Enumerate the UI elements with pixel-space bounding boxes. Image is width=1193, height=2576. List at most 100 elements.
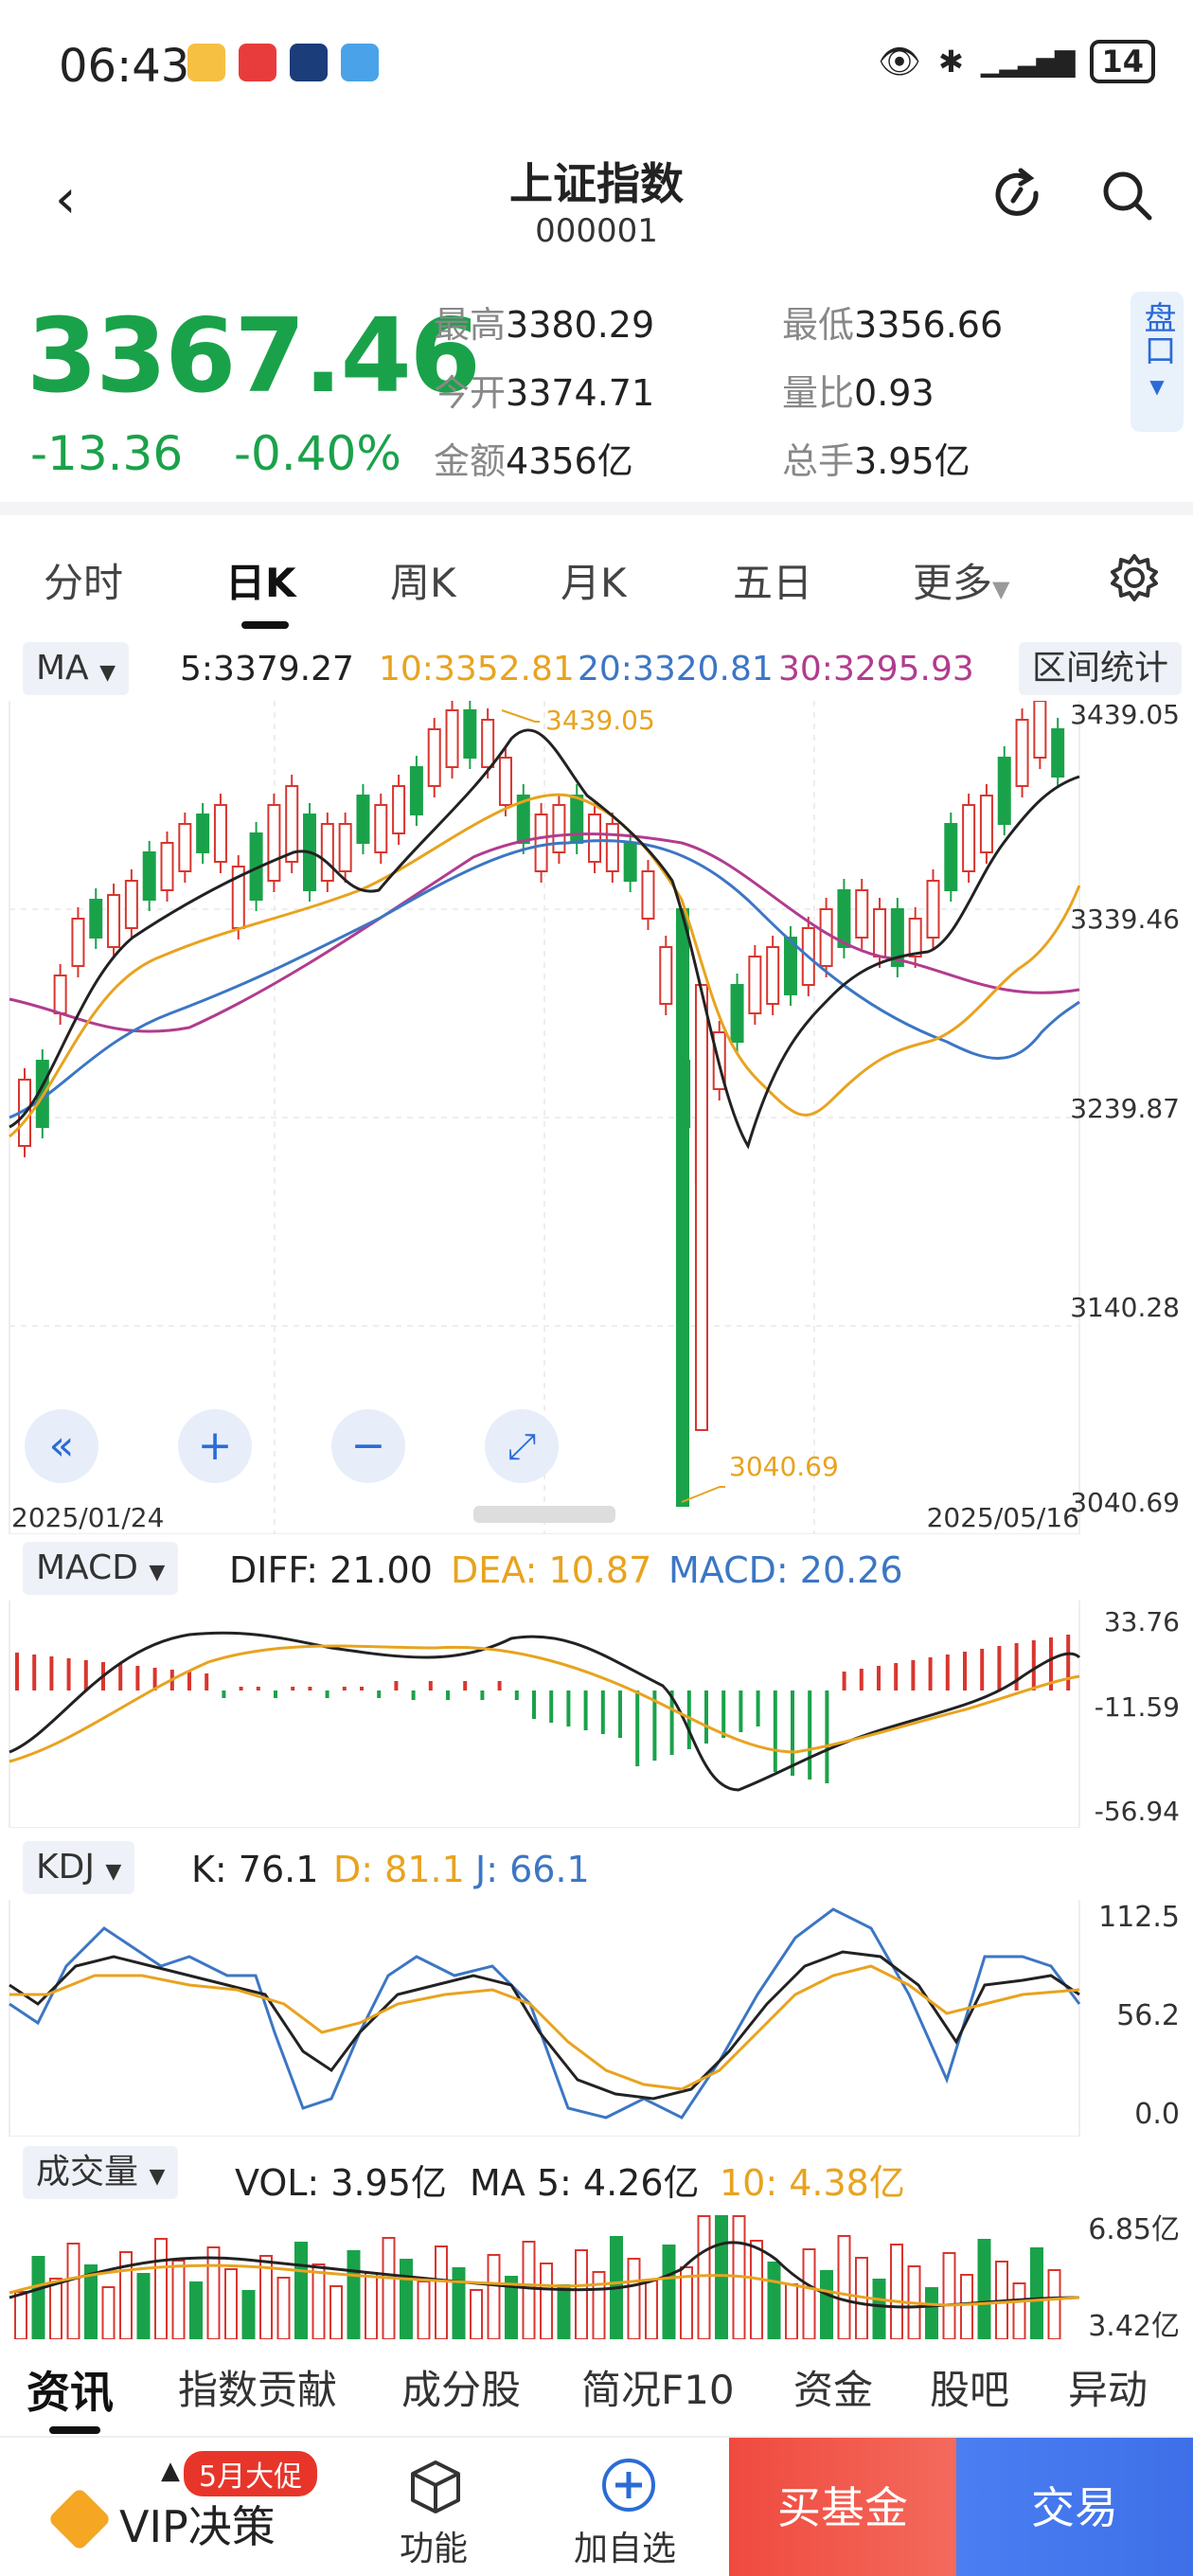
- header: ‹ 上证指数 000001: [0, 142, 1193, 256]
- tab-month-k[interactable]: 月K: [561, 560, 627, 606]
- macd-bar: [325, 1690, 329, 1698]
- candle: [445, 709, 459, 768]
- volume-chart[interactable]: 6.85亿 3.42亿: [0, 2203, 1193, 2339]
- candle: [783, 937, 797, 995]
- macd-bar: [669, 1690, 674, 1755]
- macd-bar: [825, 1690, 829, 1783]
- y-tick-label: 3.42亿: [1088, 2310, 1180, 2339]
- volume-bar: [820, 2270, 833, 2339]
- battery-icon: 14: [1090, 40, 1155, 83]
- candle: [124, 880, 138, 929]
- macd-bar: [928, 1657, 933, 1690]
- macd-bar: [894, 1663, 899, 1690]
- tab-news[interactable]: 资讯: [27, 2367, 114, 2418]
- macd-chart[interactable]: 33.76 -11.59 -56.94: [0, 1601, 1193, 1828]
- candle: [142, 851, 156, 901]
- kdj-select[interactable]: KDJ ▼: [23, 1841, 135, 1894]
- macd-bar: [497, 1681, 502, 1690]
- active-tab-indicator: [241, 621, 289, 629]
- tab-more[interactable]: 更多▼: [913, 551, 1009, 609]
- zoom-out-button[interactable]: −: [331, 1409, 405, 1483]
- buy-fund-button[interactable]: 买基金: [729, 2438, 956, 2576]
- zoom-in-button[interactable]: +: [178, 1409, 252, 1483]
- vol-ma10: 10: 4.38亿: [720, 2162, 905, 2204]
- volume-bar: 成交量 ▼ VOL: 3.95亿 MA 5: 4.26亿 10: 4.38亿: [0, 2146, 1193, 2204]
- candle: [552, 804, 566, 853]
- high-mark-label: 3439.05: [545, 705, 655, 736]
- y-tick-label: 6.85亿: [1088, 2213, 1180, 2246]
- tab-movement[interactable]: 异动: [1068, 2367, 1148, 2413]
- macd-bar: [963, 1652, 967, 1690]
- refresh-icon[interactable]: [987, 165, 1047, 225]
- macd-bar: [291, 1687, 295, 1690]
- macd-bar: [411, 1690, 416, 1700]
- interval-stats-button[interactable]: 区间统计: [1018, 642, 1182, 695]
- volume-bar: [14, 2291, 27, 2339]
- tab-forum[interactable]: 股吧: [930, 2367, 1010, 2413]
- vol-ma5-line: [9, 2241, 1080, 2309]
- candle: [285, 785, 299, 863]
- tab-week-k[interactable]: 周K: [390, 560, 456, 606]
- volume-bar: [802, 2248, 816, 2339]
- y-tick-label: -11.59: [1095, 1691, 1180, 1723]
- back-icon[interactable]: ‹: [55, 169, 77, 230]
- candle: [481, 719, 495, 768]
- macd-bar: [152, 1668, 157, 1690]
- tab-five-day[interactable]: 五日: [733, 560, 813, 606]
- search-icon[interactable]: [1096, 165, 1157, 225]
- tab-f10[interactable]: 简况F10: [581, 2367, 735, 2413]
- candle: [890, 908, 904, 967]
- macd-bar: [652, 1690, 657, 1761]
- ma10-value: 10:3352.81: [379, 650, 575, 689]
- kdj-select-label: KDJ: [36, 1848, 95, 1887]
- volume-bar: [31, 2256, 45, 2339]
- volume-bar: [329, 2285, 343, 2339]
- tab-more-label: 更多: [913, 560, 993, 606]
- macd-bar: [739, 1690, 743, 1732]
- ma10-line: [9, 793, 1081, 1138]
- macd-bar: [49, 1656, 54, 1690]
- vol-ma10-line: [9, 2263, 1080, 2307]
- low-annotation: 3040.69: [681, 1451, 839, 1503]
- volume-select[interactable]: 成交量 ▼: [23, 2146, 179, 2199]
- kdj-chart[interactable]: 112.5 56.2 0.0: [0, 1900, 1193, 2137]
- macd-bar: [205, 1673, 209, 1690]
- macd-bar: [808, 1690, 812, 1780]
- status-right: 👁 ✱ ▁▂▃▅▇ 14: [878, 40, 1155, 83]
- volume-bar: [837, 2235, 851, 2339]
- pankou-button[interactable]: 盘口 ▼: [1131, 292, 1184, 432]
- add-watchlist-button[interactable]: 加自选: [574, 2530, 677, 2568]
- volume-select-label: 成交量: [36, 2153, 139, 2191]
- fullscreen-button[interactable]: ⤢: [485, 1409, 559, 1483]
- scroll-left-button[interactable]: «: [25, 1409, 98, 1483]
- vip-decision-button[interactable]: VIP决策: [119, 2501, 276, 2552]
- macd-bar: [618, 1690, 622, 1738]
- gear-icon[interactable]: [1108, 551, 1161, 604]
- tab-contribution[interactable]: 指数贡献: [178, 2367, 338, 2413]
- kline-chart[interactable]: 3439.05 3040.69 3439.05 3339.46 3239.87 …: [0, 701, 1193, 1534]
- ma-bar: MA ▼ 5:3379.27 10:3352.81 20:3320.81 30:…: [0, 640, 1193, 697]
- y-tick-label: 3140.28: [1070, 1292, 1180, 1323]
- trade-button[interactable]: 交易: [956, 2438, 1193, 2576]
- volume-bar: [49, 2278, 62, 2339]
- tab-capital[interactable]: 资金: [793, 2367, 874, 2413]
- function-button[interactable]: 功能: [400, 2530, 469, 2568]
- volume-bar: [1012, 2282, 1026, 2339]
- ma-select[interactable]: MA ▼: [23, 642, 130, 695]
- eye-icon: 👁: [878, 43, 921, 81]
- dea-line: [9, 1644, 1080, 1763]
- y-tick-label: -56.94: [1095, 1796, 1180, 1827]
- ma20-line: [9, 839, 1080, 1119]
- macd-select[interactable]: MACD ▼: [23, 1542, 179, 1595]
- macd-bar: [1049, 1637, 1053, 1690]
- volume-bar: [276, 2277, 291, 2339]
- volume-bar: [540, 2263, 553, 2339]
- candle: [498, 757, 512, 806]
- tab-fenshi[interactable]: 分时: [44, 560, 124, 606]
- tab-day-k[interactable]: 日K: [225, 560, 296, 606]
- tab-components[interactable]: 成分股: [401, 2367, 522, 2413]
- candle: [338, 823, 352, 872]
- amount-row: 金额4356亿: [434, 440, 633, 482]
- volume-bar: [557, 2284, 571, 2339]
- volume-bar: [960, 2274, 973, 2339]
